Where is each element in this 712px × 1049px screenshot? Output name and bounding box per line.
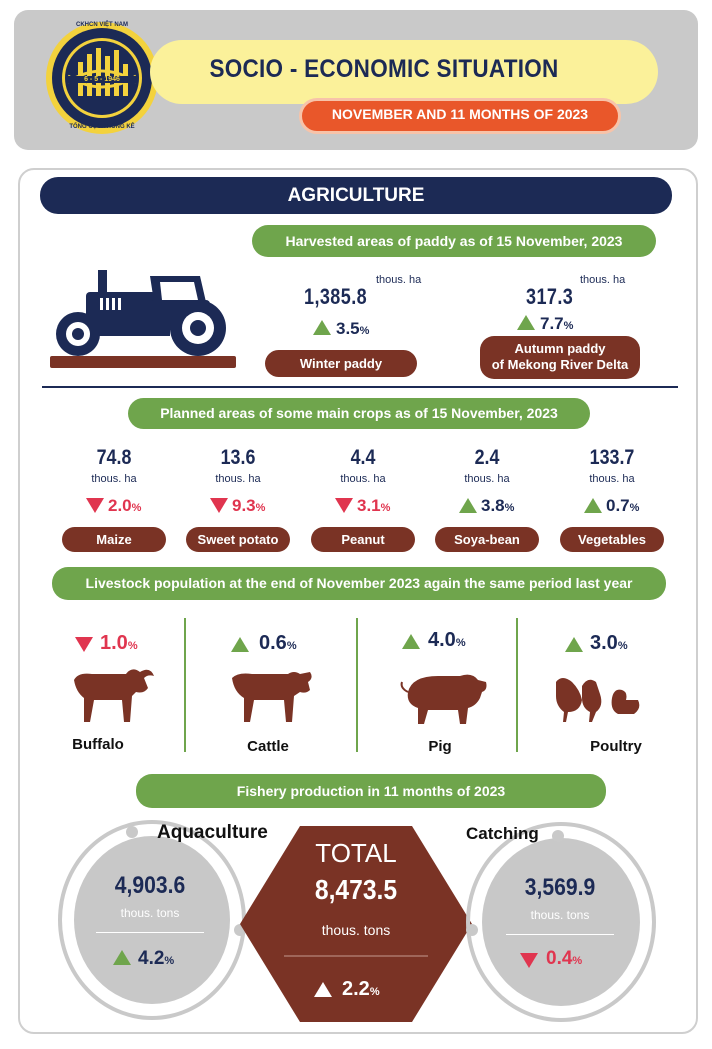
- total-value: 8,473.5: [314, 874, 398, 905]
- crop-value: 2.4: [474, 446, 500, 469]
- crop-change: 2.0%: [108, 496, 142, 515]
- crop-label: Soya-bean: [435, 527, 539, 552]
- catching-unit: thous. tons: [530, 908, 590, 922]
- up-arrow-icon: [314, 982, 332, 997]
- catching-value: 3,569.9: [524, 874, 596, 901]
- winter-paddy-value: 1,385.8: [304, 284, 368, 309]
- up-arrow-icon: [113, 950, 131, 965]
- crop-label: Maize: [62, 527, 166, 552]
- crop-value: 13.6: [220, 446, 256, 469]
- winter-paddy-change: 3.5%: [336, 319, 370, 338]
- crop-value: 4.4: [350, 446, 376, 469]
- aquaculture-label: Aquaculture: [157, 822, 268, 843]
- autumn-paddy-label-line2: of Mekong River Delta: [491, 357, 629, 372]
- catching-divider: [506, 934, 614, 935]
- winter-paddy-label: Winter paddy: [265, 350, 417, 377]
- aquaculture-change: 4.2%: [138, 948, 175, 969]
- total-hexagon: [240, 826, 472, 1022]
- total-unit: thous. tons: [321, 922, 391, 938]
- poultry-label: Poultry: [590, 738, 642, 755]
- crop-value: 133.7: [589, 446, 635, 469]
- logo-text-top: CKHCN VIỆT NAM: [76, 22, 128, 28]
- poultry-icon: [556, 678, 640, 722]
- down-arrow-icon: [520, 953, 538, 968]
- buffalo-icon: [74, 669, 154, 722]
- autumn-paddy-unit: thous. ha: [580, 274, 626, 286]
- crop-change: 3.1%: [357, 496, 391, 515]
- catching-change: 0.4%: [546, 948, 583, 969]
- crop-change: 3.8%: [481, 496, 515, 515]
- crop-value: 74.8: [96, 446, 132, 469]
- crop-unit: thous. ha: [589, 473, 635, 485]
- up-arrow-icon: [459, 498, 477, 513]
- livestock-divider: [184, 618, 186, 752]
- buffalo-change: 1.0%: [100, 632, 138, 654]
- logo-date: 6 - 5 - 1946: [66, 76, 138, 83]
- crop-unit: thous. ha: [464, 473, 510, 485]
- catching-label: Catching: [466, 824, 539, 843]
- cattle-icon: [232, 672, 312, 722]
- ring-dot: [126, 826, 138, 838]
- tractor-icon: [50, 270, 236, 368]
- up-arrow-icon: [313, 320, 331, 335]
- down-arrow-icon: [335, 498, 353, 513]
- page-title: SOCIO - ECONOMIC SITUATION: [209, 55, 559, 83]
- total-label: TOTAL: [315, 838, 397, 868]
- total-change: 2.2%: [342, 978, 380, 1000]
- crop-unit: thous. ha: [91, 473, 137, 485]
- winter-paddy-unit: thous. ha: [376, 274, 422, 286]
- up-arrow-icon: [402, 634, 420, 649]
- crops-heading: Planned areas of some main crops as of 1…: [128, 398, 590, 429]
- aquaculture-circle: [74, 836, 230, 1004]
- up-arrow-icon: [584, 498, 602, 513]
- crop-label: Sweet potato: [186, 527, 290, 552]
- ring-dot: [466, 924, 478, 936]
- autumn-paddy-value: 317.3: [526, 284, 574, 309]
- livestock-divider: [516, 618, 518, 752]
- down-arrow-icon: [210, 498, 228, 513]
- logo-text-bottom: TỔNG CỤC THỐNG KÊ: [69, 124, 135, 130]
- crop-change: 0.7%: [606, 496, 640, 515]
- ring-dot: [552, 830, 564, 842]
- aquaculture-divider: [96, 932, 204, 933]
- crop-label: Peanut: [311, 527, 415, 552]
- buffalo-label: Buffalo: [72, 736, 124, 753]
- down-arrow-icon: [75, 637, 93, 652]
- cattle-label: Cattle: [247, 738, 289, 755]
- up-arrow-icon: [517, 315, 535, 330]
- poultry-change: 3.0%: [590, 632, 628, 654]
- fishery-heading: Fishery production in 11 months of 2023: [136, 774, 606, 808]
- pig-icon: [400, 674, 487, 724]
- livestock-divider: [356, 618, 358, 752]
- up-arrow-icon: [565, 637, 583, 652]
- livestock-heading: Livestock population at the end of Novem…: [52, 567, 666, 600]
- up-arrow-icon: [231, 637, 249, 652]
- crop-change: 9.3%: [232, 496, 266, 515]
- subtitle-pill: [299, 98, 621, 134]
- pig-label: Pig: [428, 738, 452, 755]
- autumn-paddy-label: Autumn paddy of Mekong River Delta: [480, 336, 640, 379]
- title-bar: [150, 40, 658, 104]
- aquaculture-unit: thous. tons: [120, 906, 180, 920]
- down-arrow-icon: [86, 498, 104, 513]
- section-divider: [42, 386, 678, 388]
- crop-label: Vegetables: [560, 527, 664, 552]
- autumn-paddy-change: 7.7%: [540, 314, 574, 333]
- paddy-heading: Harvested areas of paddy as of 15 Novemb…: [252, 225, 656, 257]
- aquaculture-value: 4,903.6: [114, 872, 186, 899]
- section-bar: [40, 177, 672, 214]
- section-title: AGRICULTURE: [287, 185, 425, 206]
- autumn-paddy-label-line1: Autumn paddy: [514, 341, 606, 356]
- pig-change: 4.0%: [428, 629, 466, 651]
- crop-unit: thous. ha: [215, 473, 261, 485]
- page-subtitle: NOVEMBER AND 11 MONTHS OF 2023: [331, 106, 589, 122]
- catching-circle: [482, 838, 640, 1006]
- catching-ring: [466, 822, 656, 1022]
- cattle-change: 0.6%: [259, 632, 297, 654]
- crop-unit: thous. ha: [340, 473, 386, 485]
